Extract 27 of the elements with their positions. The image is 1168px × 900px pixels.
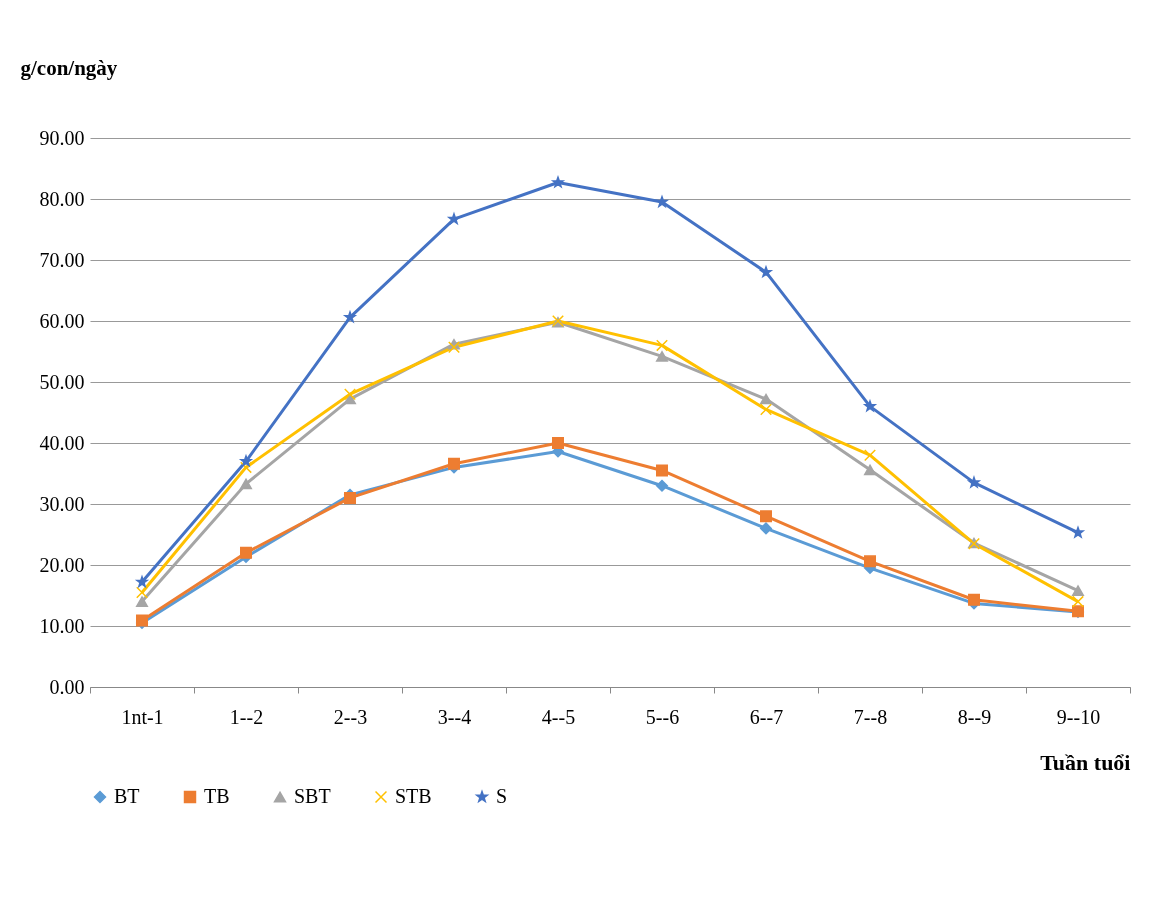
y-axis-title: g/con/ngày xyxy=(20,55,118,80)
legend-label: S xyxy=(496,785,508,807)
y-tick-label: 60.00 xyxy=(39,309,85,332)
legend-label: STB xyxy=(395,785,432,807)
y-tick-label: 20.00 xyxy=(39,553,85,576)
x-axis-title: Tuần tuổi xyxy=(1040,749,1131,775)
x-tick-label: 7--8 xyxy=(853,705,888,728)
y-tick-label: 50.00 xyxy=(39,370,85,393)
y-tick-label: 0.00 xyxy=(49,675,85,698)
x-tick-label: 1nt-1 xyxy=(121,705,164,728)
y-tick-label: 80.00 xyxy=(39,187,85,210)
y-tick-label: 70.00 xyxy=(39,248,85,271)
x-tick-label: 6--7 xyxy=(749,705,784,728)
x-tick-label: 3--4 xyxy=(437,705,472,728)
y-tick-label: 40.00 xyxy=(39,431,85,454)
x-tick-label: 4--5 xyxy=(541,705,576,728)
x-tick-label: 1--2 xyxy=(229,705,264,728)
y-tick-label: 90.00 xyxy=(39,126,85,149)
x-tick-label: 5--6 xyxy=(645,705,680,728)
y-tick-label: 30.00 xyxy=(39,492,85,515)
x-tick-label: 9--10 xyxy=(1056,705,1101,728)
legend-label: SBT xyxy=(294,785,331,807)
y-tick-label: 10.00 xyxy=(39,614,85,637)
legend-label: BT xyxy=(114,785,140,807)
x-tick-label: 2--3 xyxy=(333,705,368,728)
legend-label: TB xyxy=(204,785,230,807)
x-tick-label: 8--9 xyxy=(957,705,992,728)
